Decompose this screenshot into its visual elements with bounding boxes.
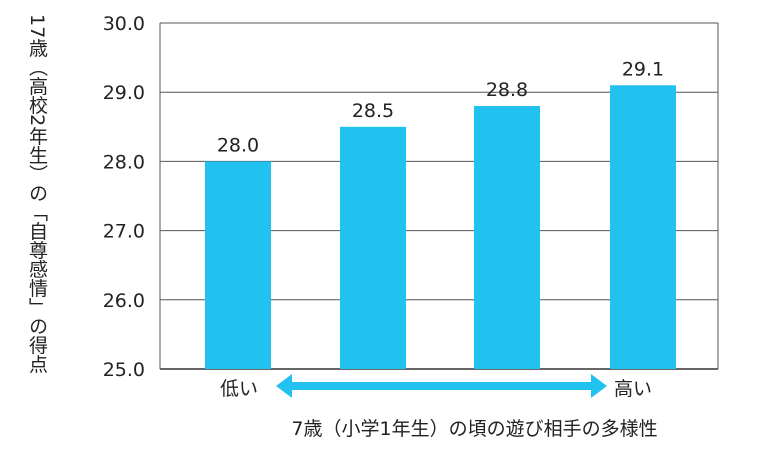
y-tick-labels: 25.0 26.0 27.0 28.0 29.0 30.0 xyxy=(103,13,145,381)
x-axis-arrow xyxy=(276,374,607,398)
y-tick-label: 29.0 xyxy=(103,82,145,104)
bar-value-label: 28.0 xyxy=(217,134,259,156)
double-arrow-icon xyxy=(276,374,607,398)
x-axis-label: 7歳（小学1年生）の頃の遊び相手の多様性 xyxy=(291,418,658,440)
bar xyxy=(474,106,540,369)
bar xyxy=(340,126,406,369)
x-low-label: 低い xyxy=(220,378,259,400)
bar-value-labels: 28.0 28.5 28.8 29.1 xyxy=(217,58,664,156)
y-tick-label: 27.0 xyxy=(103,221,145,243)
bar xyxy=(610,85,676,369)
y-axis-label: 17歳（高校2年生）の「自尊感情」の得点 xyxy=(26,14,48,374)
y-tick-label: 25.0 xyxy=(103,359,145,381)
bar-value-label: 28.8 xyxy=(486,79,528,101)
bars xyxy=(205,85,676,369)
y-tick-label: 30.0 xyxy=(103,13,145,35)
bar-value-label: 28.5 xyxy=(352,100,394,122)
bar-value-label: 29.1 xyxy=(622,58,664,80)
y-tick-label: 28.0 xyxy=(103,151,145,173)
y-tick-label: 26.0 xyxy=(103,290,145,312)
x-high-label: 高い xyxy=(614,378,653,400)
bar xyxy=(205,161,271,369)
